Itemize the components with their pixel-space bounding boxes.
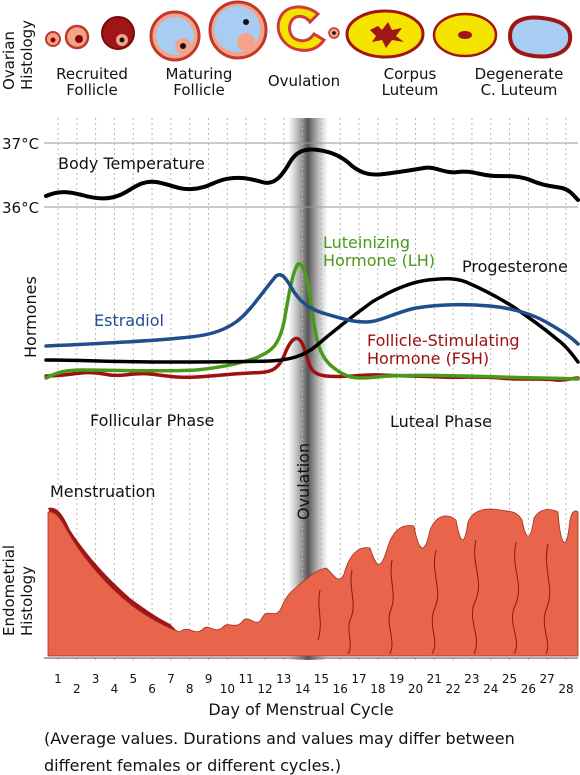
day-tick-label: 1 bbox=[54, 672, 62, 686]
ovulation-vertical-label: Ovulation bbox=[294, 443, 313, 520]
stage-label-maturing-2: Follicle bbox=[173, 81, 224, 99]
day-tick-label: 17 bbox=[351, 672, 366, 686]
fsh-label-1: Follicle-Stimulating bbox=[367, 331, 519, 350]
estradiol-label: Estradiol bbox=[94, 311, 164, 330]
ovarian-row-label-1: Ovarian bbox=[0, 31, 18, 90]
day-tick-label: 13 bbox=[276, 672, 291, 686]
day-tick-label: 2 bbox=[73, 682, 81, 696]
day-tick-label: 10 bbox=[220, 682, 235, 696]
temp-36-tick: 36°C bbox=[2, 199, 39, 217]
fsh-label-2: Hormone (FSH) bbox=[367, 349, 489, 368]
day-tick-label: 20 bbox=[408, 682, 423, 696]
maturing-follicle-icon bbox=[149, 0, 268, 62]
stage-label-recruited-2: Follicle bbox=[66, 81, 117, 99]
stage-label-corpus-1: Corpus bbox=[384, 65, 437, 83]
progesterone-curve bbox=[44, 276, 580, 364]
temperature-label: Body Temperature bbox=[58, 154, 205, 173]
day-tick-label: 28 bbox=[558, 682, 573, 696]
degenerate-luteum-icon bbox=[507, 15, 573, 59]
day-tick-label: 26 bbox=[521, 682, 536, 696]
stage-label-recruited-1: Recruited bbox=[56, 65, 128, 83]
footnote-line-1: (Average values. Durations and values ma… bbox=[44, 729, 515, 748]
day-tick-label: 23 bbox=[464, 672, 479, 686]
day-ticks: 1234567891011121314151617181920212223242… bbox=[54, 672, 573, 696]
endometrial-row-label-2: Histology bbox=[18, 566, 36, 636]
day-tick-label: 8 bbox=[186, 682, 194, 696]
lh-label-2: Hormone (LH) bbox=[323, 251, 435, 270]
menstruation-label: Menstruation bbox=[50, 482, 156, 501]
ovulation-follicle-icon bbox=[276, 5, 340, 52]
day-tick-label: 12 bbox=[257, 682, 272, 696]
temperature-curve bbox=[44, 147, 580, 202]
day-tick-label: 25 bbox=[502, 672, 517, 686]
progesterone-label: Progesterone bbox=[462, 257, 568, 276]
day-tick-label: 24 bbox=[483, 682, 498, 696]
day-tick-label: 22 bbox=[445, 682, 460, 696]
corpus-luteum-icon bbox=[345, 9, 498, 59]
day-tick-label: 18 bbox=[370, 682, 385, 696]
stage-label-degenerate-2: C. Luteum bbox=[481, 81, 558, 99]
endometrial-row-label-1: Endometrial bbox=[0, 545, 18, 636]
stage-label-maturing-1: Maturing bbox=[166, 65, 233, 83]
day-tick-label: 5 bbox=[129, 672, 137, 686]
day-tick-label: 15 bbox=[314, 672, 329, 686]
footnote-line-2: different females or different cycles.) bbox=[44, 756, 341, 775]
hormones-row-label: Hormones bbox=[21, 276, 40, 358]
endometrium-tissue bbox=[47, 507, 579, 657]
day-tick-label: 11 bbox=[239, 672, 254, 686]
day-tick-label: 21 bbox=[427, 672, 442, 686]
day-tick-label: 3 bbox=[92, 672, 100, 686]
estradiol-curve bbox=[44, 273, 580, 348]
day-tick-label: 6 bbox=[148, 682, 156, 696]
day-tick-label: 9 bbox=[205, 672, 213, 686]
day-tick-label: 27 bbox=[540, 672, 555, 686]
follicular-phase-label: Follicular Phase bbox=[90, 411, 214, 430]
stage-label-degenerate-1: Degenerate bbox=[475, 65, 564, 83]
stage-label-corpus-2: Luteum bbox=[382, 81, 439, 99]
x-axis-title: Day of Menstrual Cycle bbox=[208, 700, 393, 719]
lh-curve bbox=[44, 262, 580, 381]
stage-label-ovulation: Ovulation bbox=[268, 72, 340, 90]
day-tick-label: 19 bbox=[389, 672, 404, 686]
day-tick-label: 4 bbox=[111, 682, 119, 696]
day-tick-label: 7 bbox=[167, 672, 175, 686]
day-tick-label: 16 bbox=[333, 682, 348, 696]
ovarian-row-label-2: Histology bbox=[18, 20, 36, 90]
day-tick-label: 14 bbox=[295, 682, 310, 696]
temp-37-tick: 37°C bbox=[2, 135, 39, 153]
lh-label-1: Luteinizing bbox=[323, 233, 410, 252]
recruited-follicle-icon bbox=[45, 16, 135, 50]
luteal-phase-label: Luteal Phase bbox=[390, 412, 492, 431]
